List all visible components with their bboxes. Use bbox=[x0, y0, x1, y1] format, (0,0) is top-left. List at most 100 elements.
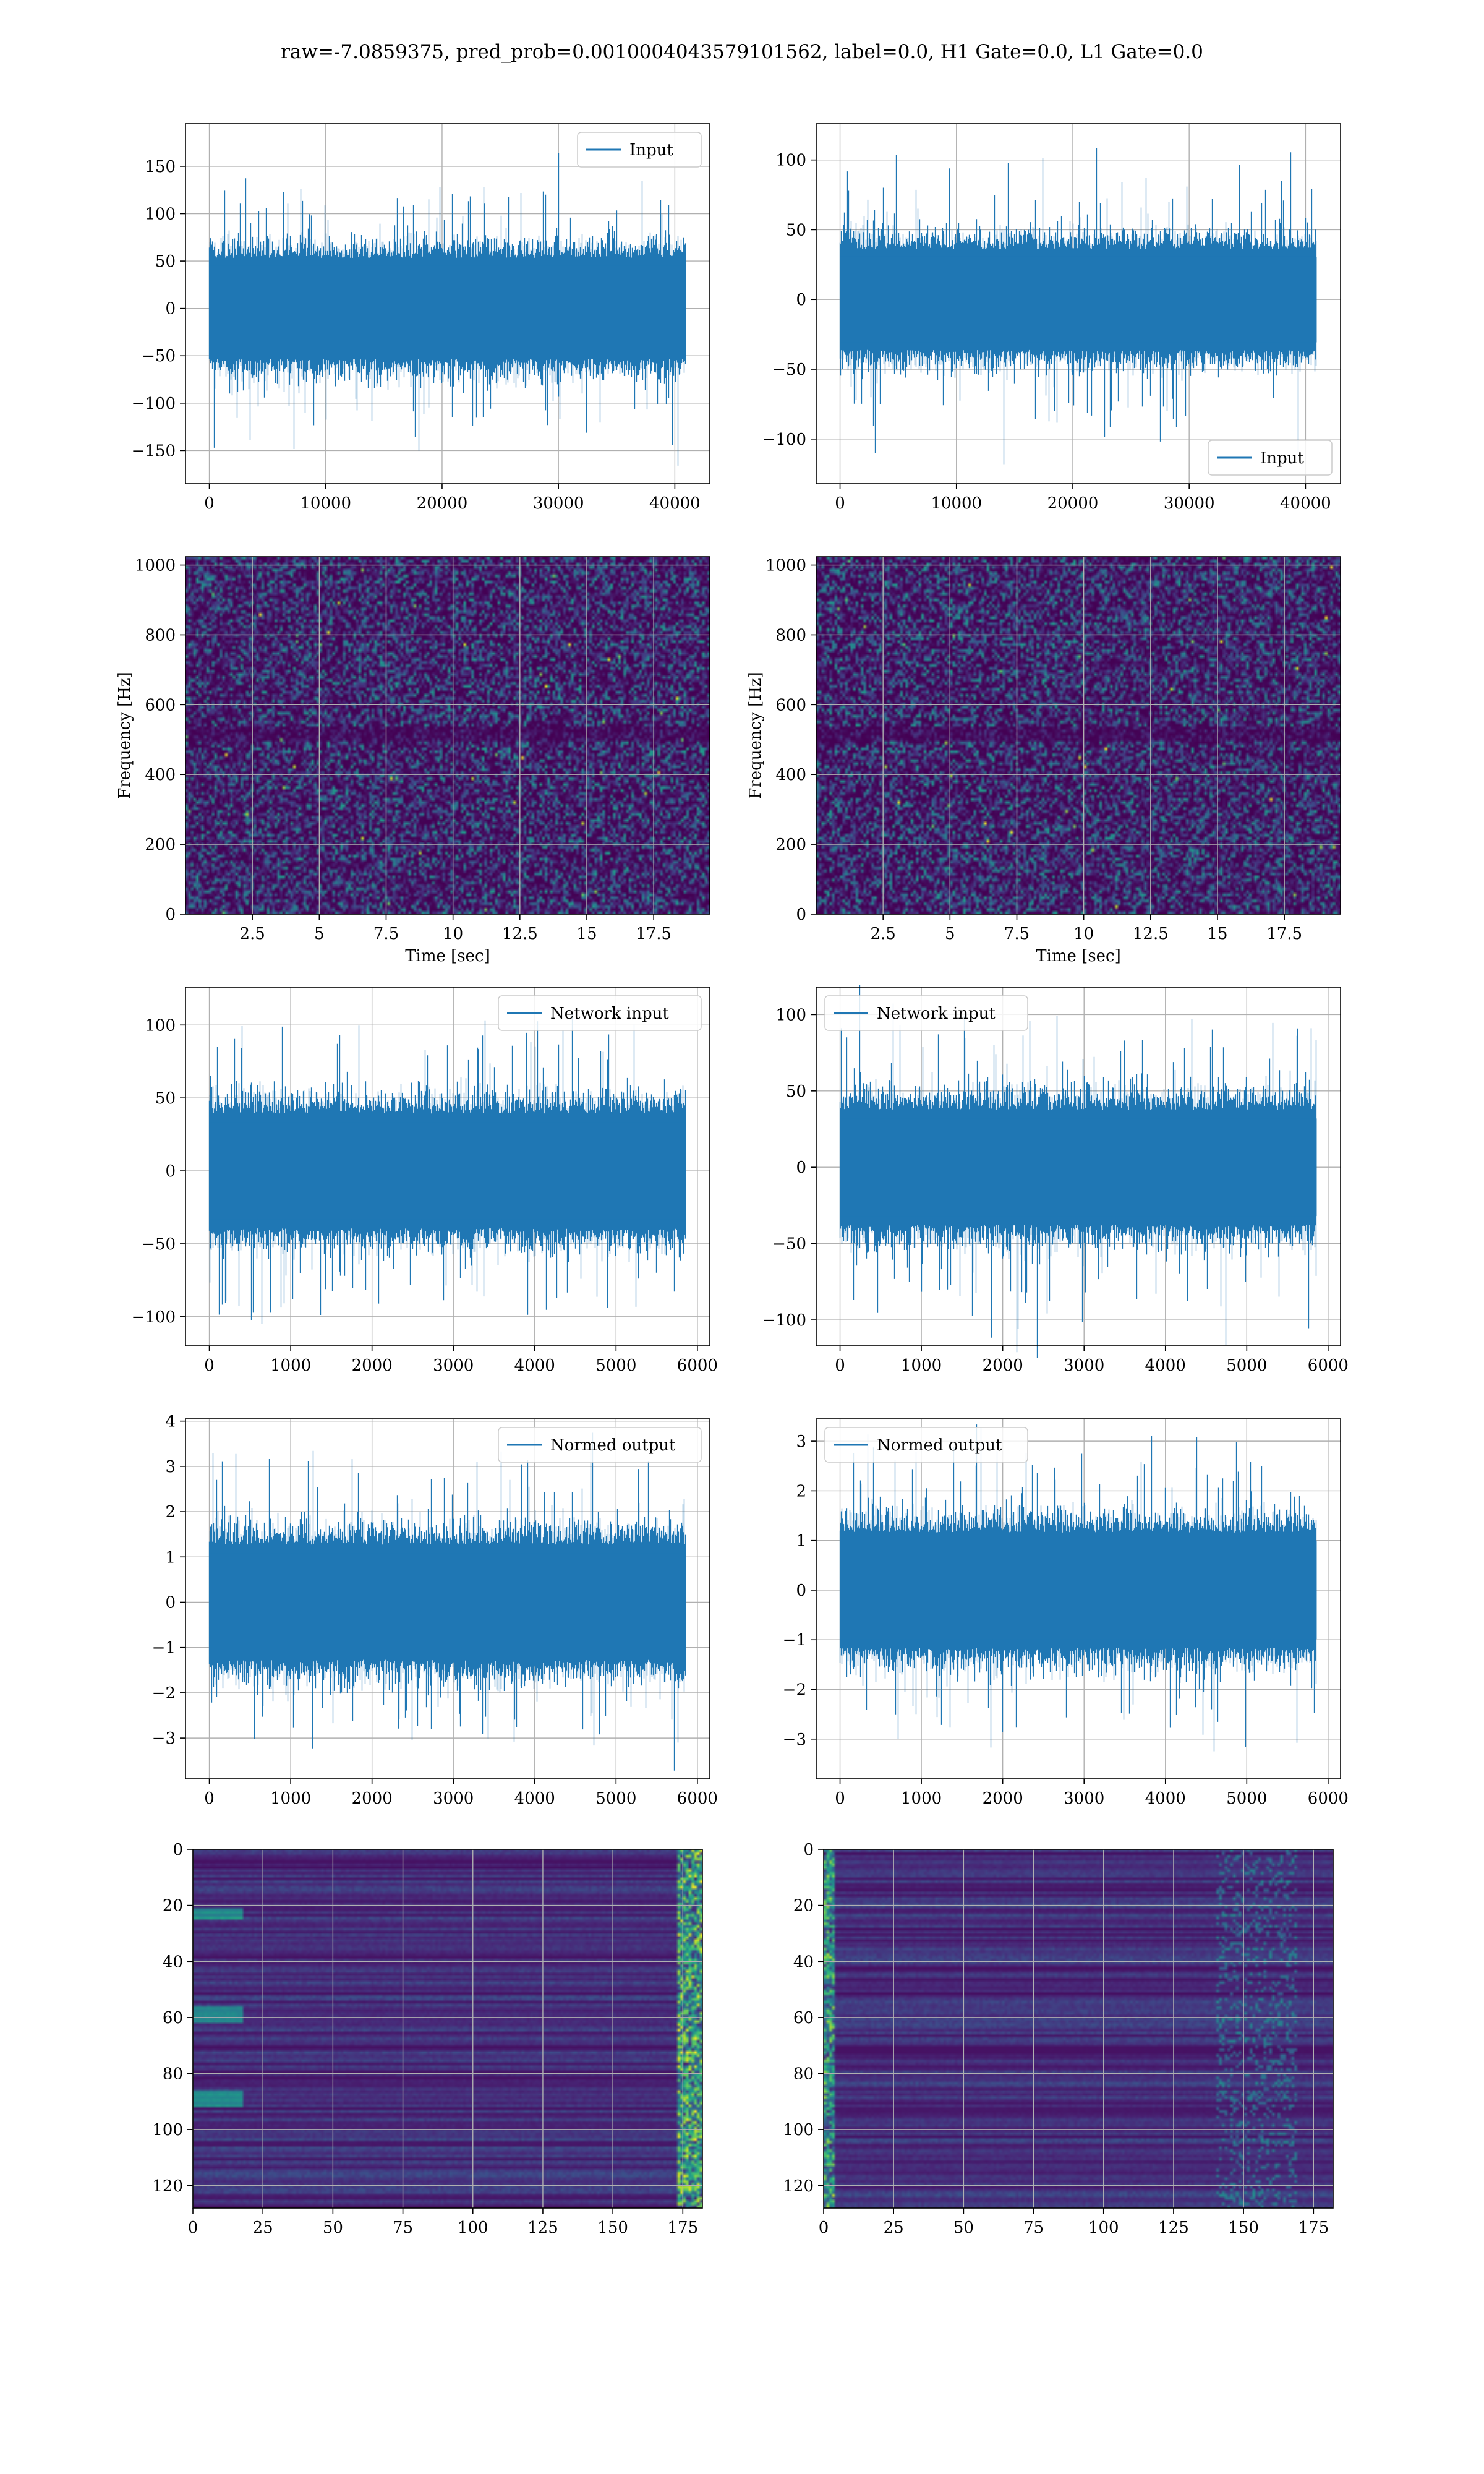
x-tick-label: 30000 bbox=[1164, 494, 1215, 513]
y-tick-label: 800 bbox=[145, 626, 176, 644]
y-tick-label: 200 bbox=[145, 836, 176, 854]
y-tick-label: 600 bbox=[145, 696, 176, 714]
x-tick-label: 10000 bbox=[931, 494, 982, 513]
y-tick-label: 0 bbox=[796, 905, 806, 924]
figure-title: raw=-7.0859375, pred_prob=0.001000404357… bbox=[281, 41, 1203, 63]
y-tick-label: 1000 bbox=[765, 557, 806, 575]
y-tick-label: 80 bbox=[163, 2065, 183, 2084]
chart-input-l1: Input 0 10000 20000 30000 40000 −100 −50 0 50 100 bbox=[762, 123, 1341, 513]
x-tick-label: 3000 bbox=[1064, 1356, 1104, 1375]
legend-input-l1: Input bbox=[1208, 440, 1333, 476]
axes-frame bbox=[185, 987, 710, 1346]
y-axis-label: Frequency [Hz] bbox=[746, 672, 765, 799]
legend-box bbox=[498, 1427, 702, 1463]
y-tick-label: 1 bbox=[165, 1548, 176, 1567]
x-tick-label: 6000 bbox=[677, 1789, 718, 1808]
x-tick-label: 1000 bbox=[270, 1356, 311, 1375]
x-tick-label: 50 bbox=[323, 2219, 343, 2237]
y-tick-label: 2 bbox=[796, 1482, 806, 1500]
x-tick-label: 125 bbox=[1158, 2219, 1189, 2237]
x-tick-label: 5000 bbox=[595, 1789, 636, 1808]
y-tick-label: 3 bbox=[165, 1458, 176, 1476]
x-tick-label: 17.5 bbox=[1266, 925, 1302, 943]
axes-frame bbox=[185, 1418, 710, 1779]
x-tick-label: 4000 bbox=[514, 1789, 555, 1808]
x-tick-label: 17.5 bbox=[636, 925, 672, 943]
y-tick-label: 0 bbox=[173, 1841, 183, 1859]
x-tick-label: 4000 bbox=[1145, 1789, 1186, 1808]
chart-spectrogram-l1-image bbox=[816, 557, 1341, 914]
y-tick-label: 80 bbox=[793, 2065, 814, 2084]
x-tick-label: 2.5 bbox=[870, 925, 895, 943]
axes-frame bbox=[816, 556, 1341, 915]
y-tick-label: 0 bbox=[165, 1162, 176, 1181]
y-tick-label: 40 bbox=[793, 1953, 814, 1971]
x-tick-label: 4000 bbox=[514, 1356, 555, 1375]
y-tick-label: 40 bbox=[163, 1953, 183, 1971]
x-tick-label: 25 bbox=[253, 2219, 273, 2237]
chart-features-h1: 0 25 50 75 100 125 150 175 0 20 40 60 80 100 120 bbox=[152, 1841, 703, 2237]
x-tick-label: 175 bbox=[1298, 2219, 1329, 2237]
y-tick-label: 100 bbox=[775, 152, 806, 170]
y-tick-label: 400 bbox=[145, 766, 176, 784]
legend-label: Normed output bbox=[877, 1436, 1002, 1455]
y-tick-label: 20 bbox=[793, 1897, 814, 1915]
legend-normed-output-l1: Normed output bbox=[824, 1427, 1028, 1463]
x-tick-label: 20000 bbox=[1047, 494, 1099, 513]
y-tick-label: 0 bbox=[796, 1158, 806, 1177]
y-axis-label: Frequency [Hz] bbox=[116, 672, 134, 799]
y-tick-label: −100 bbox=[132, 395, 176, 413]
axes-frame bbox=[816, 123, 1341, 484]
y-tick-label: 800 bbox=[775, 626, 806, 644]
y-tick-label: 0 bbox=[796, 1582, 806, 1600]
axes-frame bbox=[192, 1849, 703, 2209]
x-tick-label: 10000 bbox=[300, 494, 351, 513]
x-tick-label: 40000 bbox=[649, 494, 701, 513]
x-tick-label: 1000 bbox=[901, 1356, 942, 1375]
x-tick-label: 100 bbox=[1088, 2219, 1119, 2237]
y-tick-label: 1000 bbox=[135, 557, 176, 575]
x-tick-label: 2.5 bbox=[239, 925, 265, 943]
y-tick-label: 50 bbox=[786, 1082, 806, 1101]
x-tick-label: 0 bbox=[204, 494, 215, 513]
series-network-input-h1-band bbox=[209, 1122, 686, 1220]
legend-box bbox=[577, 132, 702, 168]
y-tick-label: 0 bbox=[803, 1841, 814, 1859]
chart-spectrogram-l1: 2.5 5 7.5 10 12.5 15 17.5 0 200 400 600 800 1000 Time… bbox=[746, 556, 1341, 965]
x-tick-label: 0 bbox=[188, 2219, 198, 2237]
y-tick-label: 0 bbox=[165, 1593, 176, 1612]
x-tick-label: 6000 bbox=[677, 1356, 718, 1375]
y-tick-label: 100 bbox=[783, 2121, 814, 2139]
legend-label: Input bbox=[1260, 449, 1304, 468]
y-tick-label: 120 bbox=[152, 2177, 183, 2196]
x-tick-label: 12.5 bbox=[502, 925, 538, 943]
x-tick-label: 15 bbox=[1207, 925, 1227, 943]
y-tick-label: −50 bbox=[772, 1235, 806, 1254]
series-input-h1-band bbox=[209, 265, 686, 351]
x-tick-label: 5000 bbox=[1226, 1356, 1267, 1375]
x-tick-label: 1000 bbox=[270, 1789, 311, 1808]
y-tick-label: 0 bbox=[796, 291, 806, 309]
y-tick-label: −50 bbox=[772, 361, 806, 379]
series-normed-output-h1-band bbox=[209, 1553, 686, 1651]
x-tick-label: 0 bbox=[204, 1356, 215, 1375]
x-tick-label: 150 bbox=[1228, 2219, 1259, 2237]
x-tick-label: 10 bbox=[1073, 925, 1094, 943]
y-tick-label: −50 bbox=[142, 1235, 176, 1254]
axes-frame bbox=[816, 987, 1341, 1346]
y-tick-label: 100 bbox=[775, 1006, 806, 1024]
x-tick-label: 4000 bbox=[1145, 1356, 1186, 1375]
series-input-l1-band bbox=[840, 256, 1317, 343]
x-tick-label: 30000 bbox=[533, 494, 584, 513]
y-tick-label: 50 bbox=[786, 221, 806, 239]
legend-label: Input bbox=[629, 141, 673, 160]
series-network-input-l1-band bbox=[840, 1118, 1317, 1217]
x-tick-label: 5 bbox=[945, 925, 955, 943]
y-tick-label: 600 bbox=[775, 696, 806, 714]
chart-input-h1: Input 0 10000 20000 30000 40000 −150 −100 −50 0 50… bbox=[132, 123, 710, 513]
x-tick-label: 20000 bbox=[417, 494, 468, 513]
y-tick-label: 20 bbox=[163, 1897, 183, 1915]
y-tick-label: 100 bbox=[145, 205, 176, 224]
